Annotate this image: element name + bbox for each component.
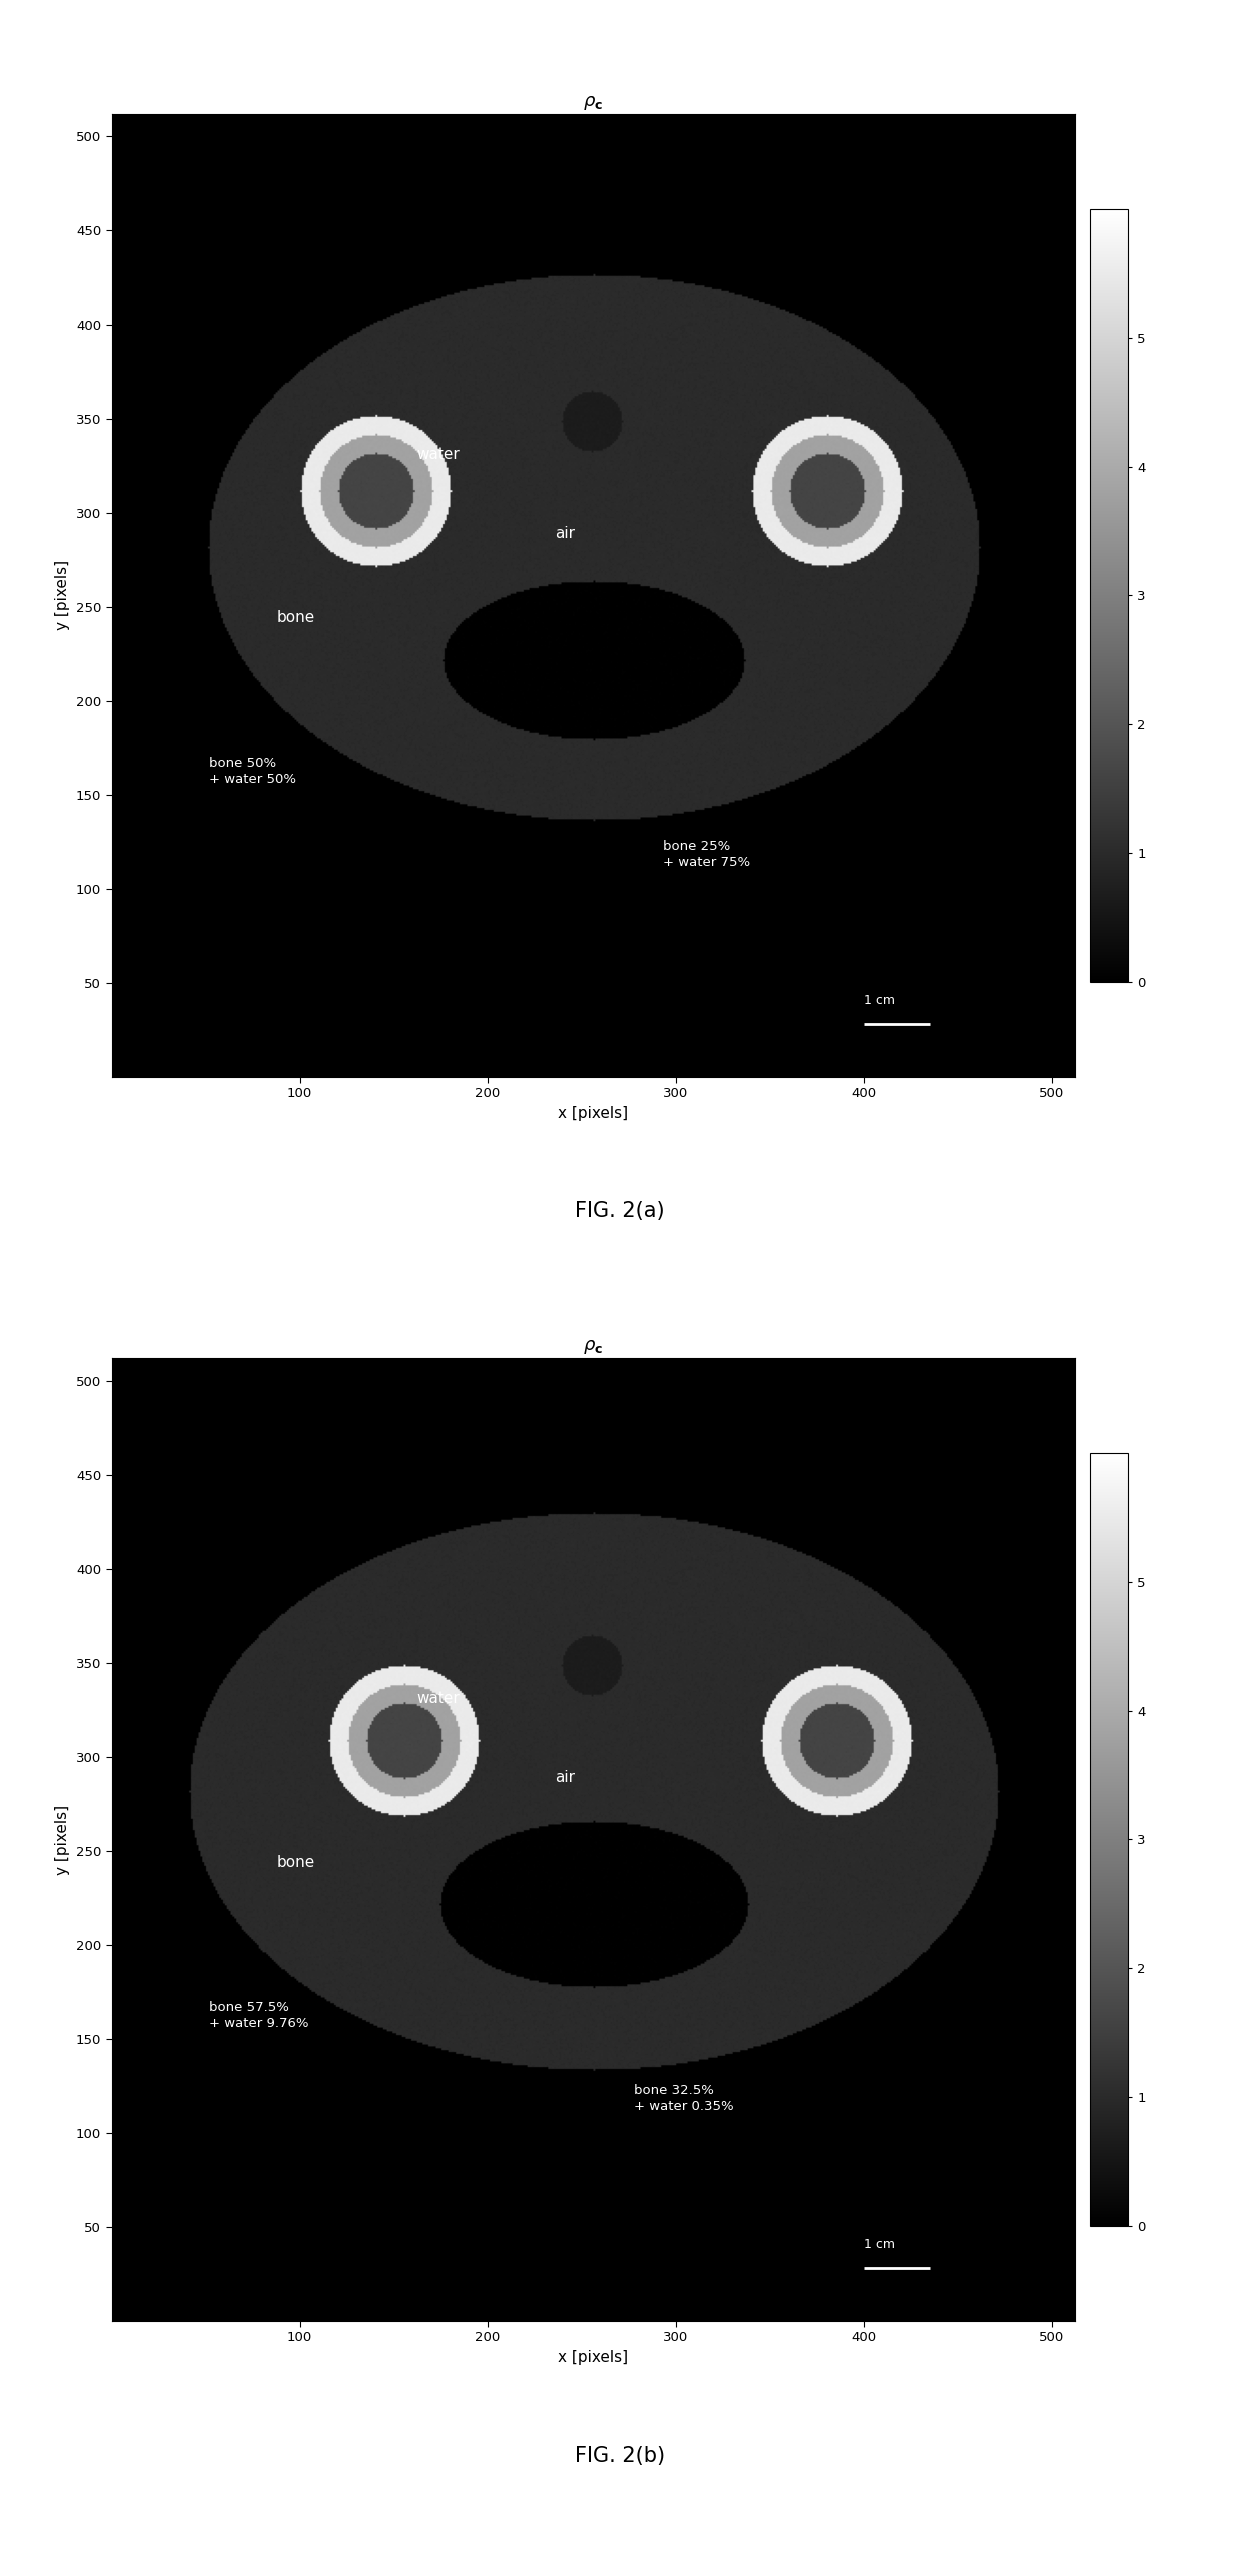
Text: 1 cm: 1 cm — [864, 993, 895, 1006]
Title: ρ$_\mathbf{c}$: ρ$_\mathbf{c}$ — [583, 92, 603, 110]
Y-axis label: y [pixels]: y [pixels] — [56, 1805, 71, 1874]
Text: bone 32.5%
+ water 0.35%: bone 32.5% + water 0.35% — [635, 2084, 734, 2113]
Text: FIG. 2(b): FIG. 2(b) — [575, 2446, 665, 2464]
Text: water: water — [417, 447, 460, 462]
Text: bone 25%
+ water 75%: bone 25% + water 75% — [662, 839, 750, 868]
Text: water: water — [417, 1692, 460, 1707]
Text: bone 50%
+ water 50%: bone 50% + water 50% — [210, 757, 296, 786]
Text: bone: bone — [277, 611, 315, 626]
X-axis label: x [pixels]: x [pixels] — [558, 1106, 629, 1122]
X-axis label: x [pixels]: x [pixels] — [558, 2349, 629, 2364]
Text: bone: bone — [277, 1853, 315, 1869]
Text: FIG. 2(a): FIG. 2(a) — [575, 1201, 665, 1222]
Title: ρ$_\mathbf{c}$: ρ$_\mathbf{c}$ — [583, 1337, 603, 1355]
Text: air: air — [556, 526, 575, 542]
Text: bone 57.5%
+ water 9.76%: bone 57.5% + water 9.76% — [210, 2002, 309, 2030]
Text: air: air — [556, 1769, 575, 1784]
Y-axis label: y [pixels]: y [pixels] — [56, 560, 71, 631]
Text: 1 cm: 1 cm — [864, 2238, 895, 2251]
